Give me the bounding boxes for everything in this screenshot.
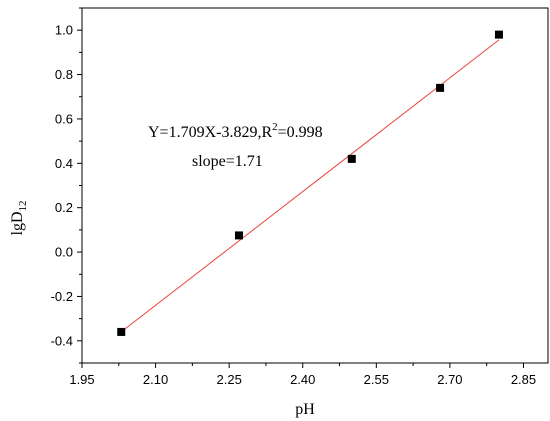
y-axis-title: lgD12 (9, 201, 29, 236)
x-tick-label: 2.40 (290, 372, 315, 387)
x-axis: 1.95 2.10 2.25 2.40 2.55 2.70 2.85 (69, 363, 536, 387)
data-point (436, 83, 445, 92)
fit-line (120, 39, 500, 333)
slope-annotation: slope=1.71 (192, 153, 263, 170)
y-axis: -0.4 -0.2 0.0 0.2 0.4 0.6 0.8 1.0 (51, 7, 82, 364)
y-tick-label: 0.2 (55, 200, 73, 215)
equation-main: Y=1.709X-3.829,R (148, 124, 272, 141)
x-tick-label: 2.25 (217, 372, 242, 387)
points-layer (117, 30, 503, 336)
data-point (117, 327, 126, 336)
x-axis-title: pH (295, 401, 315, 418)
data-point (347, 154, 356, 163)
data-point (494, 30, 503, 39)
y-tick-label: 1.0 (55, 23, 73, 38)
y-tick-label: 0.0 (55, 245, 73, 260)
y-axis-title-subscript: 12 (17, 201, 29, 212)
plot-frame (81, 7, 549, 364)
equation-superscript: 2 (272, 121, 278, 133)
fit-layer (120, 39, 500, 333)
x-tick-label: 2.85 (511, 372, 536, 387)
equation-annotation: Y=1.709X-3.829,R2=0.998 (148, 121, 323, 141)
y-tick-label: 0.4 (55, 156, 73, 171)
x-tick-label: 2.55 (364, 372, 389, 387)
data-point (234, 231, 243, 240)
y-tick-label: 0.8 (55, 67, 73, 82)
plot-border (81, 7, 549, 364)
y-tick-label: 0.6 (55, 111, 73, 126)
equation-tail: =0.998 (278, 124, 323, 141)
y-tick-label: -0.2 (51, 289, 73, 304)
y-tick-label: -0.4 (51, 333, 73, 348)
x-tick-label: 2.70 (437, 372, 462, 387)
x-tick-label: 1.95 (69, 372, 94, 387)
y-axis-title-main: lgD (9, 212, 26, 236)
x-tick-label: 2.10 (143, 372, 168, 387)
